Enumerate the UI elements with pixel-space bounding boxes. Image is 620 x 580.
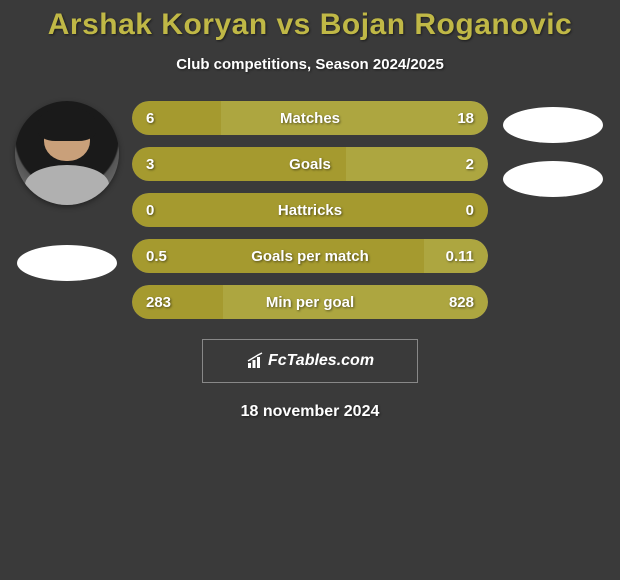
stat-label: Min per goal [266, 294, 354, 311]
stat-value-left: 3 [146, 156, 154, 173]
content-row: 6 Matches 18 3 Goals 2 0 Hattricks 0 0.5 Goals per… [0, 101, 620, 331]
stat-label: Goals [289, 156, 331, 173]
stat-label: Goals per match [251, 248, 369, 265]
stat-value-right: 18 [457, 110, 474, 127]
avatar-shirt [25, 165, 108, 205]
right-player-flag-2 [503, 161, 603, 197]
date-text: 18 november 2024 [0, 403, 620, 421]
stat-value-right: 0.11 [446, 248, 474, 265]
stat-row: 6 Matches 18 [132, 101, 488, 135]
stat-label: Hattricks [278, 202, 342, 219]
stat-value-left: 6 [146, 110, 154, 127]
stat-value-right: 828 [449, 294, 474, 311]
stat-value-right: 0 [466, 202, 474, 219]
chart-icon [246, 352, 264, 370]
stat-value-left: 0 [146, 202, 154, 219]
comparison-card: Arshak Koryan vs Bojan Roganovic Club co… [0, 0, 620, 421]
stat-value-left: 0.5 [146, 248, 167, 265]
stat-row: 3 Goals 2 [132, 147, 488, 181]
left-player-avatar [15, 101, 119, 205]
page-title: Arshak Koryan vs Bojan Roganovic [0, 8, 620, 42]
stat-row: 0 Hattricks 0 [132, 193, 488, 227]
right-player-flag-1 [503, 107, 603, 143]
right-player-col [494, 101, 612, 197]
stat-bar-right [221, 101, 488, 135]
stat-label: Matches [280, 110, 340, 127]
stat-row: 0.5 Goals per match 0.11 [132, 239, 488, 273]
subtitle: Club competitions, Season 2024/2025 [0, 56, 620, 73]
stat-value-right: 2 [466, 156, 474, 173]
branding-box: FcTables.com [202, 339, 418, 383]
stat-row: 283 Min per goal 828 [132, 285, 488, 319]
left-player-col [8, 101, 126, 281]
avatar-hair [38, 107, 96, 140]
left-player-flag [17, 245, 117, 281]
brand-text: FcTables.com [268, 352, 374, 370]
stats-column: 6 Matches 18 3 Goals 2 0 Hattricks 0 0.5 Goals per… [126, 101, 494, 331]
stat-value-left: 283 [146, 294, 171, 311]
